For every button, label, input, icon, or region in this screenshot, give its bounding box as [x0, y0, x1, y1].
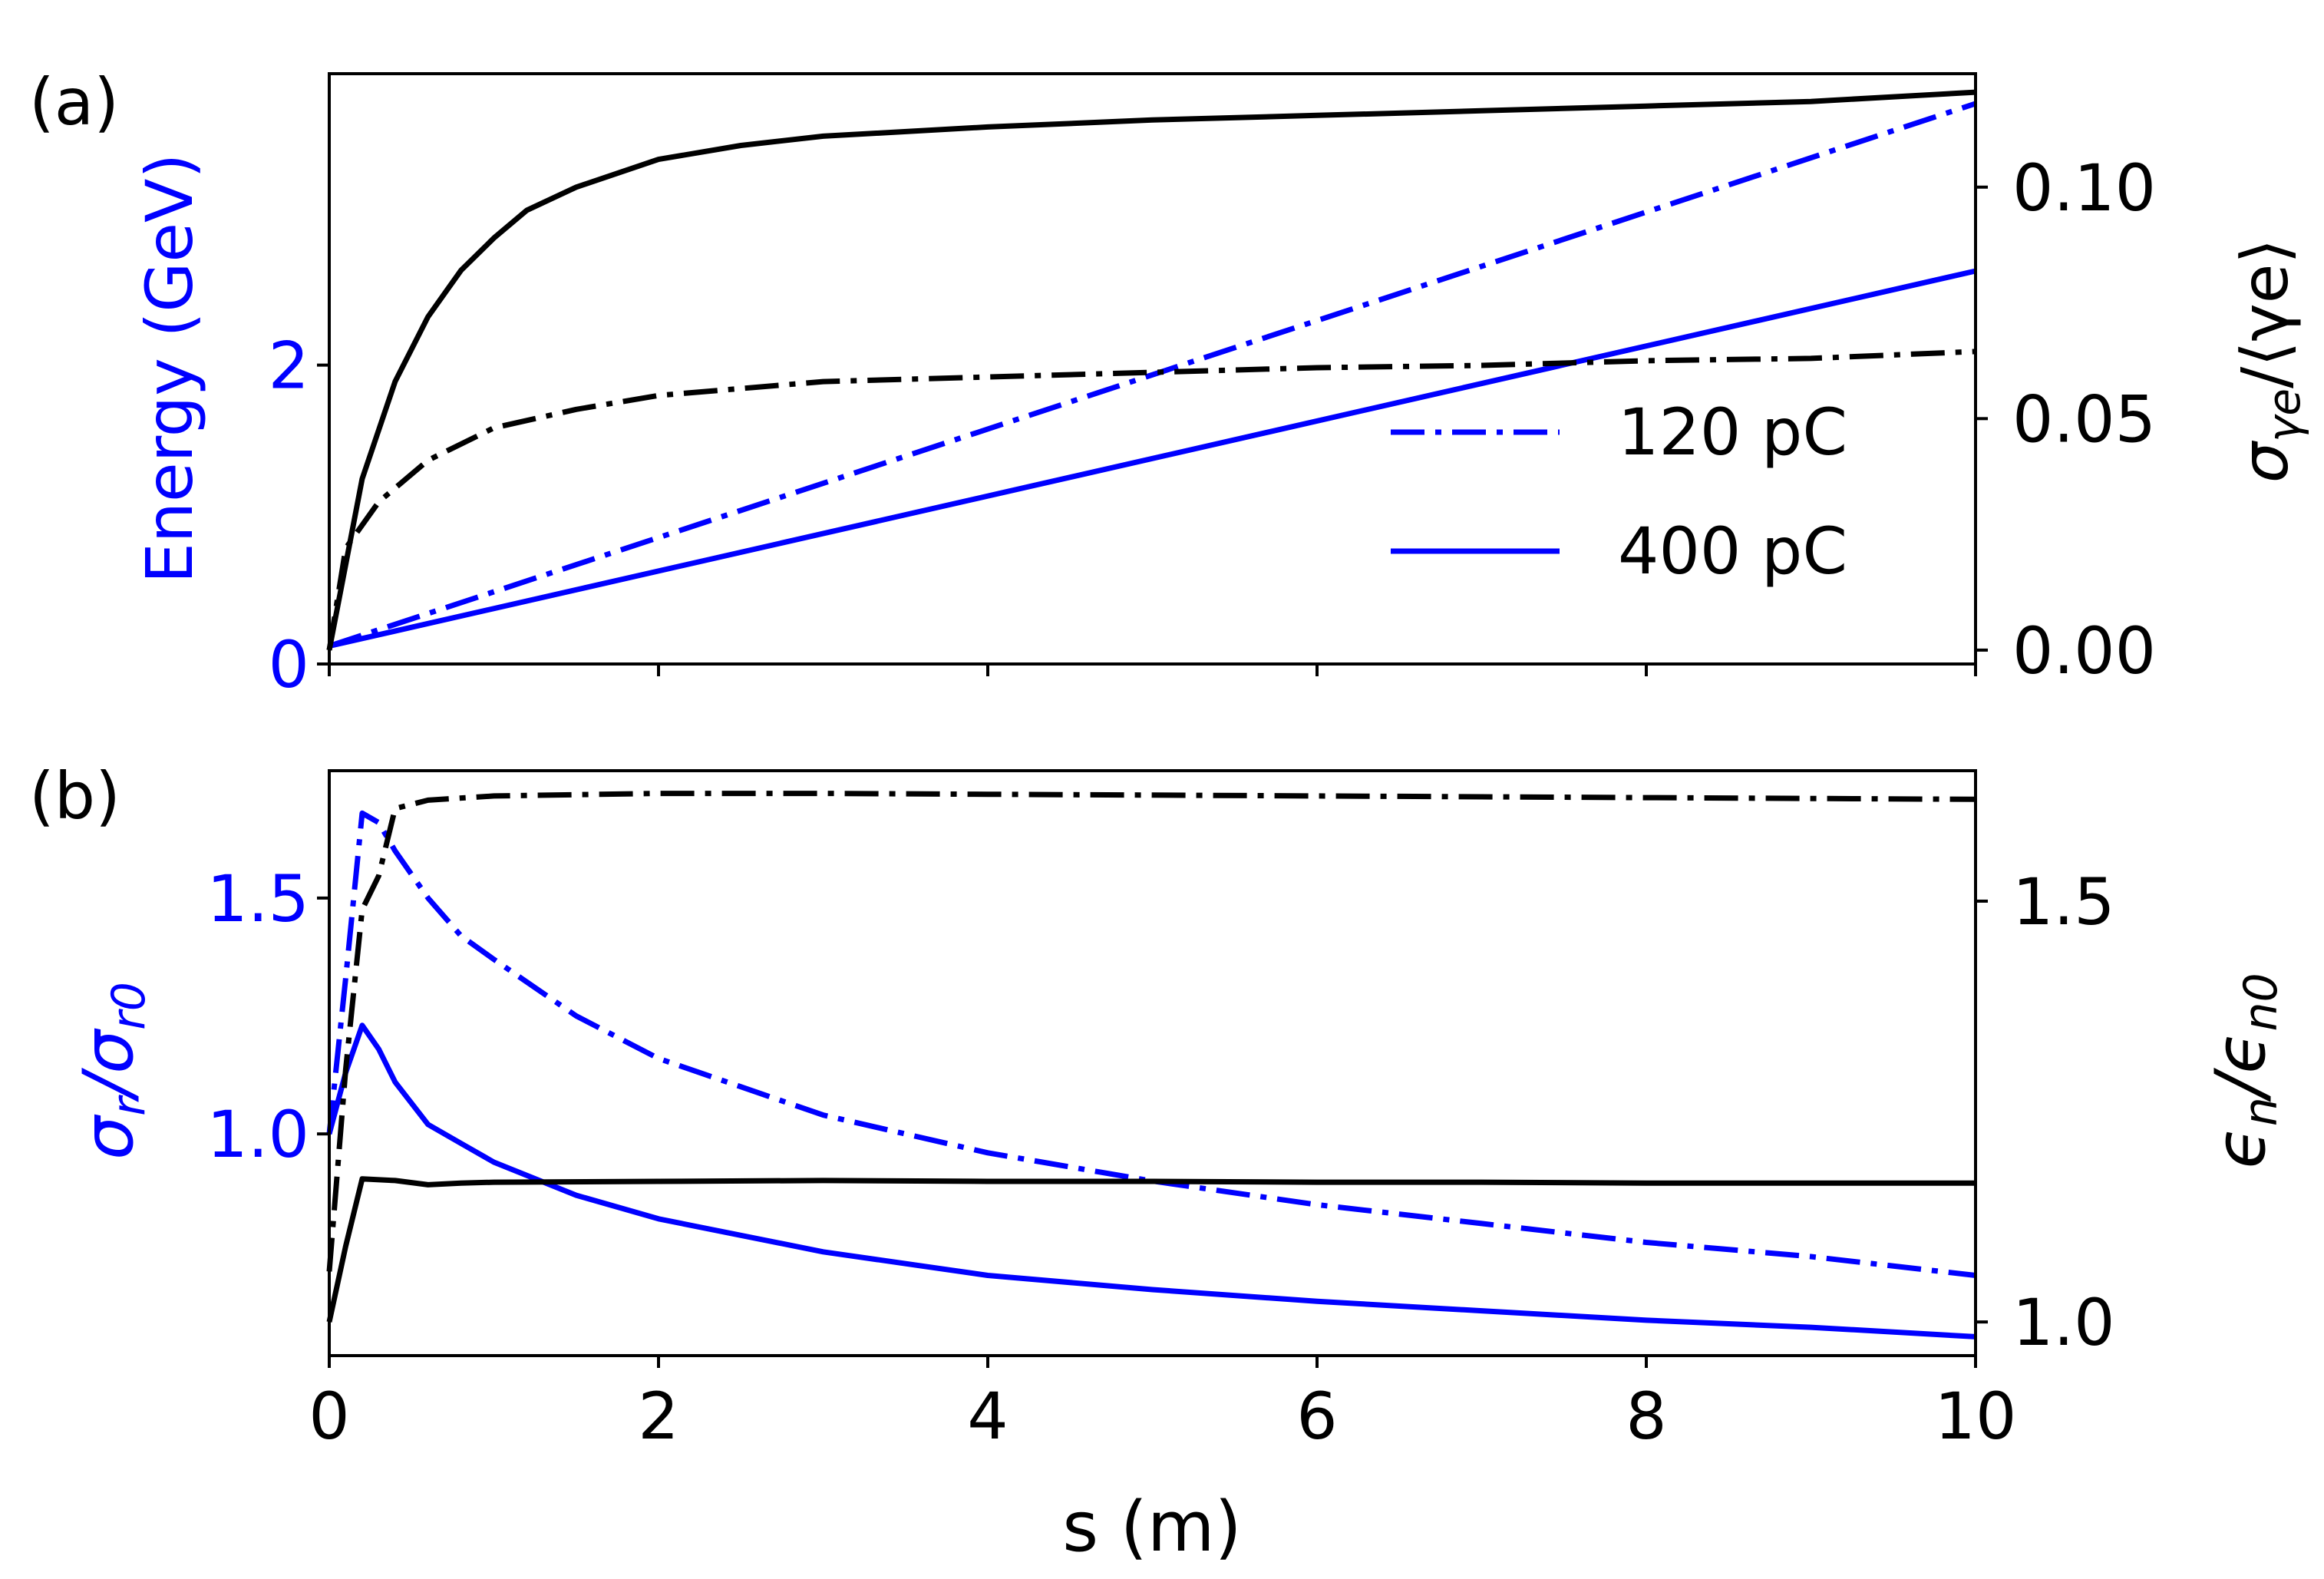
panel-b-bottom-ticks: 0 2 4 6 8 10: [309, 1356, 2016, 1454]
x-tick-label-2: 4: [967, 1379, 1008, 1454]
panel-a-right-axis-label: σγe/⟨γe⟩: [2227, 239, 2310, 484]
panel-b-right-ticks: 1.0 1.5: [1976, 864, 2115, 1360]
panel-b-right-axis-label: ϵn/ϵn0: [2200, 973, 2288, 1168]
panel-label-a: (a): [29, 64, 119, 140]
right-tick-label-a-0: 0.00: [2012, 613, 2156, 689]
series-line-a-2: [326, 89, 1976, 651]
series-line-a-1: [328, 268, 1976, 649]
panel-b-right-label-p1: n: [2234, 1097, 2288, 1126]
panel-a-left-ticks: 02: [269, 329, 329, 702]
panel-b-right-label-p2: /ϵ: [2200, 1032, 2281, 1103]
left-tick-label-b-0: 1.0: [206, 1097, 309, 1172]
right-tick-label-b-1: 1.5: [2012, 864, 2115, 940]
panel-a-bottom-ticks: [328, 664, 1977, 676]
x-tick-label-3: 6: [1296, 1379, 1337, 1454]
panel-a-frame: [328, 72, 1977, 666]
series-line-a-0: [328, 101, 1977, 649]
panel-b-left-axis-label: σr/σr0: [68, 982, 156, 1160]
legend-label-400pc: 400 pC: [1618, 514, 1847, 589]
right-tick-label-b-0: 1.0: [2012, 1285, 2115, 1360]
x-tick-label-5: 10: [1935, 1379, 2017, 1454]
panel-b: (b) 1.01.5 1.01.5 0 2 4 6 8 10 σr/σr0 ϵn/ϵn0 …: [29, 758, 2288, 1567]
panel-a-right-label-main: σ: [2227, 440, 2303, 483]
x-tick-label-4: 8: [1626, 1379, 1666, 1454]
panel-a-series: [326, 89, 1977, 651]
panel-a: (a) 02 0.000.050.10 Energy (GeV) σγe/⟨γe…: [29, 64, 2310, 702]
left-tick-label-b-1: 1.5: [206, 861, 309, 936]
series-line-a-3: [326, 349, 1976, 651]
panel-a-left-axis-label: Energy (GeV): [132, 154, 207, 584]
panel-b-series: [326, 791, 1976, 1340]
panel-label-b: (b): [29, 758, 120, 834]
panel-a-right-ticks: 0.00 0.05 0.10: [1976, 150, 2156, 689]
series-line-b-3: [326, 1176, 1976, 1323]
legend-label-120pc: 120 pC: [1618, 395, 1847, 470]
right-tick-label-a-1: 0.05: [2012, 382, 2156, 457]
series-line-b-2: [326, 791, 1976, 1272]
panel-b-left-label-p2: /σ: [68, 1028, 149, 1102]
series-line-b-0: [326, 810, 1976, 1278]
panel-b-left-label-p0: σ: [68, 1114, 149, 1160]
right-tick-label-a-2: 0.10: [2012, 150, 2156, 226]
panel-b-left-label-p3: r0: [102, 982, 156, 1030]
panel-b-left-ticks: 1.0 1.5: [206, 861, 329, 1172]
x-tick-label-0: 0: [309, 1379, 349, 1454]
left-tick-label-a-0: 0: [269, 627, 309, 702]
x-tick-label-1: 2: [638, 1379, 678, 1454]
left-tick-label-a-1: 2: [269, 329, 309, 404]
x-axis-label: s (m): [1062, 1487, 1241, 1567]
panel-a-right-label-tail: /⟨γe⟩: [2227, 239, 2303, 388]
panel-b-frame: [328, 769, 1977, 1357]
panel-b-right-label-p0: ϵ: [2200, 1126, 2281, 1168]
legend: 120 pC 400 pC: [1391, 395, 1847, 589]
panel-b-right-label-p3: n0: [2234, 973, 2288, 1031]
panel-a-right-label-sub: γe: [2258, 388, 2310, 442]
panel-b-left-label-p1: r: [102, 1095, 156, 1116]
series-line-b-1: [326, 1022, 1976, 1340]
